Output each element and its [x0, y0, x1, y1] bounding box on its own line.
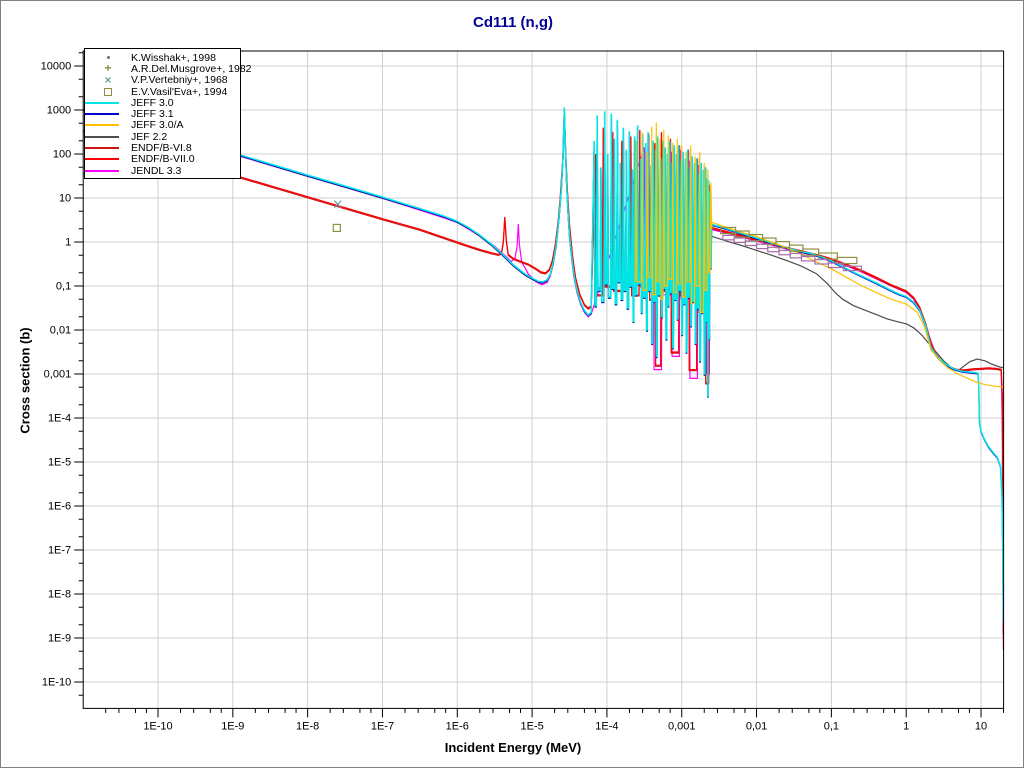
legend-label: ENDF/B-VII.0	[131, 153, 195, 166]
legend-item-jendl-3-3: JENDL 3.3	[85, 165, 240, 176]
legend-label: ENDF/B-VI.8	[131, 142, 192, 155]
y-tick-label: 0,1	[56, 281, 71, 293]
x-tick-label: 0,001	[668, 720, 696, 732]
legend: K.Wisshak+, 1998 + A.R.Del.Musgrove+, 1982…	[84, 48, 252, 180]
series-layer	[83, 107, 1004, 651]
y-tick-label: 1E-6	[48, 501, 71, 513]
legend-label: JENDL 3.3	[131, 164, 182, 177]
x-tick-label: 1E-7	[371, 720, 394, 732]
x-tick-label: 1E-5	[520, 720, 543, 732]
legend-label: E.V.Vasil'Eva+, 1994	[131, 85, 228, 98]
y-tick-label: 1E-5	[48, 457, 71, 469]
y-axis-title: Cross section (b)	[17, 327, 33, 434]
series-endf-b-vi-8	[83, 111, 1004, 651]
y-tick-label: 1E-10	[42, 677, 71, 689]
y-tick-label: 1E-4	[48, 413, 71, 425]
x-tick-label: 1E-4	[595, 720, 618, 732]
line-marker-icon	[85, 135, 131, 138]
legend-item-k-wisshak-1998: K.Wisshak+, 1998	[85, 52, 240, 63]
legend-item-endf-b-vi-8: ENDF/B-VI.8	[85, 142, 240, 153]
data-marker-v-p-vertebniy-1968	[333, 200, 342, 209]
x-tick-label: 10	[975, 720, 987, 732]
line-marker-icon	[85, 147, 131, 150]
plot-area[interactable]	[82, 50, 1005, 709]
x-tick-label: 0,01	[746, 720, 767, 732]
square-marker-icon	[85, 87, 131, 96]
line-marker-icon	[85, 169, 131, 172]
legend-label: JEFF 3.0	[131, 96, 174, 109]
series-jendl-3-3	[83, 108, 1004, 634]
legend-item-jef-2-2: JEF 2.2	[85, 131, 240, 142]
legend-label: A.R.Del.Musgrove+, 1982	[131, 62, 252, 75]
y-tick-label: 0,001	[44, 369, 72, 381]
x-tick-label: 1E-10	[143, 720, 172, 732]
x-axis-title: Incident Energy (MeV)	[444, 740, 582, 755]
legend-item-v-p-vertebniy-1968: × V.P.Vertebniy+, 1968	[85, 72, 240, 87]
x-tick-label: 1E-9	[221, 720, 244, 732]
series-jeff-3-0	[83, 107, 1004, 624]
line-marker-icon	[85, 101, 131, 104]
x-tick-label: 1	[903, 720, 909, 732]
y-tick-label: 1E-8	[48, 589, 71, 601]
legend-label: JEFF 3.1	[131, 108, 174, 121]
dot-marker-icon	[85, 56, 131, 60]
series-endf-b-vii-0	[83, 109, 1004, 650]
cross-marker-icon: ×	[104, 72, 112, 87]
y-tick-label: 1E-9	[48, 633, 71, 645]
line-marker-icon	[85, 113, 131, 116]
legend-item-jeff-3-0: JEFF 3.0	[85, 97, 240, 108]
y-tick-label: 10	[59, 193, 71, 205]
legend-label: K.Wisshak+, 1998	[131, 51, 216, 64]
chart-title: Cd111 (n,g)	[472, 14, 554, 31]
legend-item-endf-b-vii-0: ENDF/B-VII.0	[85, 154, 240, 165]
legend-item-a-r-del-musgrove-1982: + A.R.Del.Musgrove+, 1982	[85, 61, 251, 76]
legend-label: JEF 2.2	[131, 130, 168, 143]
data-boxes-a-r-del-musgrove-1982	[720, 226, 858, 265]
line-marker-icon	[85, 158, 131, 161]
y-tick-label: 1000	[47, 105, 71, 117]
plus-marker-icon: +	[104, 61, 112, 76]
y-tick-label: 0,01	[50, 325, 71, 337]
legend-label: JEFF 3.0/A	[131, 119, 184, 132]
x-tick-label: 1E-6	[446, 720, 469, 732]
y-tick-label: 1	[65, 237, 71, 249]
y-tick-label: 10000	[41, 61, 72, 73]
x-tick-label: 0,1	[824, 720, 839, 732]
y-tick-label: 100	[53, 149, 71, 161]
data-boxes-k-wisshak-1998	[722, 234, 862, 272]
line-marker-icon	[85, 124, 131, 127]
series-jeff-3-1	[83, 108, 1004, 624]
axes: 1E-10 1E-9 1E-8 1E-7 1E-6 1E-5 1E-4 0,001 0,01 0,…	[41, 52, 1005, 732]
y-tick-label: 1E-7	[48, 545, 71, 557]
data-marker-e-v-vasil-eva-1994	[332, 223, 341, 233]
x-tick-label: 1E-8	[296, 720, 319, 732]
legend-item-e-v-vasil-eva-1994: E.V.Vasil'Eva+, 1994	[85, 86, 240, 97]
legend-label: V.P.Vertebniy+, 1968	[131, 74, 228, 87]
legend-item-jeff-3-1: JEFF 3.1	[85, 108, 240, 119]
series-jeff-3-0-a	[634, 122, 1004, 388]
legend-item-jeff-3-0-a: JEFF 3.0/A	[85, 120, 240, 131]
